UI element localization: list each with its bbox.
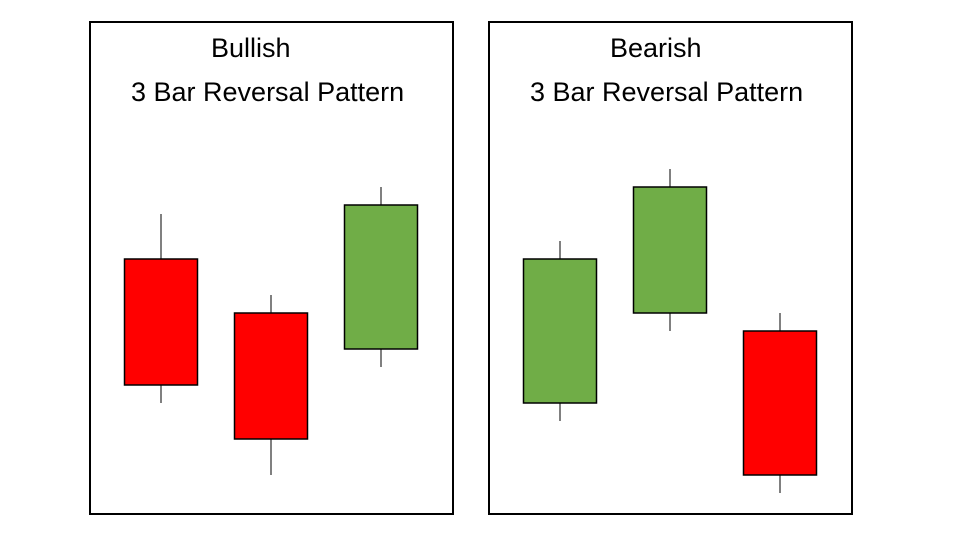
bearish-first-candle-body xyxy=(522,258,598,404)
bearish-subtitle: 3 Bar Reversal Pattern xyxy=(530,77,804,107)
bullish-subtitle: 3 Bar Reversal Pattern xyxy=(131,77,405,107)
bearish-candles xyxy=(522,169,818,493)
bullish-panel: Bullish 3 Bar Reversal Pattern xyxy=(89,21,454,515)
bullish-title: Bullish xyxy=(211,33,291,63)
bearish-second-candle-body xyxy=(632,186,708,314)
bullish-first-candle-body xyxy=(123,258,199,386)
bullish-candles xyxy=(123,187,419,475)
bearish-title: Bearish xyxy=(610,33,702,63)
bullish-third-candle-body xyxy=(343,204,419,350)
bearish-panel: Bearish 3 Bar Reversal Pattern xyxy=(488,21,853,515)
bullish-second-candle-body xyxy=(233,312,309,440)
bearish-third-candle-body xyxy=(742,330,818,476)
